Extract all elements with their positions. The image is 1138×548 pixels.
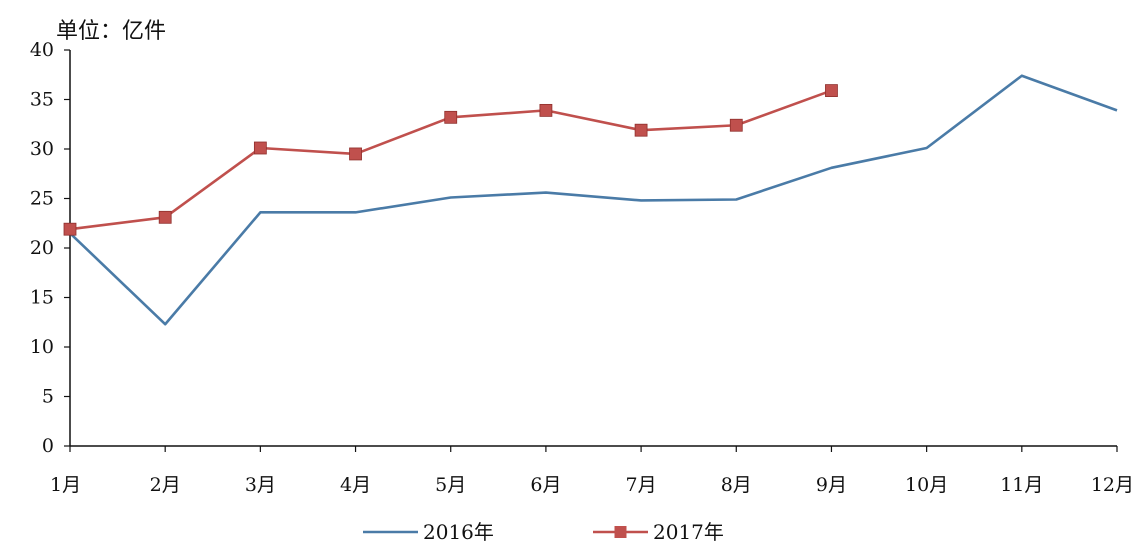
y-tick-label: 0 <box>42 435 54 457</box>
legend-label: 2016年 <box>423 520 494 544</box>
y-tick-label: 5 <box>42 386 54 408</box>
x-tick-label: 1月 <box>50 474 81 496</box>
data-point <box>349 147 362 161</box>
y-axis-ticks: 0 5 10 15 20 25 30 35 40 <box>30 39 70 457</box>
data-point <box>634 123 648 137</box>
x-tick-label: 12月 <box>1091 474 1134 496</box>
x-tick-label: 6月 <box>530 474 561 496</box>
x-tick-label: 7月 <box>626 474 657 496</box>
data-point <box>158 210 172 224</box>
x-tick-label: 5月 <box>435 474 466 496</box>
data-point <box>729 118 743 132</box>
data-point <box>539 103 553 117</box>
x-tick-label: 9月 <box>816 474 847 496</box>
series-group <box>63 74 1118 326</box>
data-point <box>825 84 838 97</box>
data-point <box>444 110 458 124</box>
y-tick-label: 20 <box>30 237 54 259</box>
x-tick-label: 3月 <box>245 474 276 496</box>
y-tick-label: 15 <box>30 287 54 309</box>
x-tick-label: 4月 <box>340 474 371 496</box>
x-axis-ticks: 1月 2月 3月 4月 5月 6月 7月 8月 9月 10月 11月 12月 <box>50 446 1134 496</box>
y-tick-label: 30 <box>30 138 54 160</box>
y-tick-label: 40 <box>30 39 54 61</box>
series-line-0 <box>69 74 1118 326</box>
legend: 2016年 2017年 <box>363 520 724 544</box>
legend-label: 2017年 <box>653 520 724 544</box>
unit-label: 单位：亿件 <box>56 19 166 44</box>
x-tick-label: 11月 <box>1000 474 1043 496</box>
y-tick-label: 10 <box>30 336 54 358</box>
x-tick-label: 10月 <box>905 474 948 496</box>
legend-marker <box>614 526 627 538</box>
data-point <box>253 141 267 155</box>
x-tick-label: 8月 <box>721 474 752 496</box>
y-tick-label: 35 <box>30 89 54 111</box>
y-tick-label: 25 <box>30 188 54 210</box>
x-tick-label: 2月 <box>150 474 181 496</box>
data-point <box>63 222 77 236</box>
